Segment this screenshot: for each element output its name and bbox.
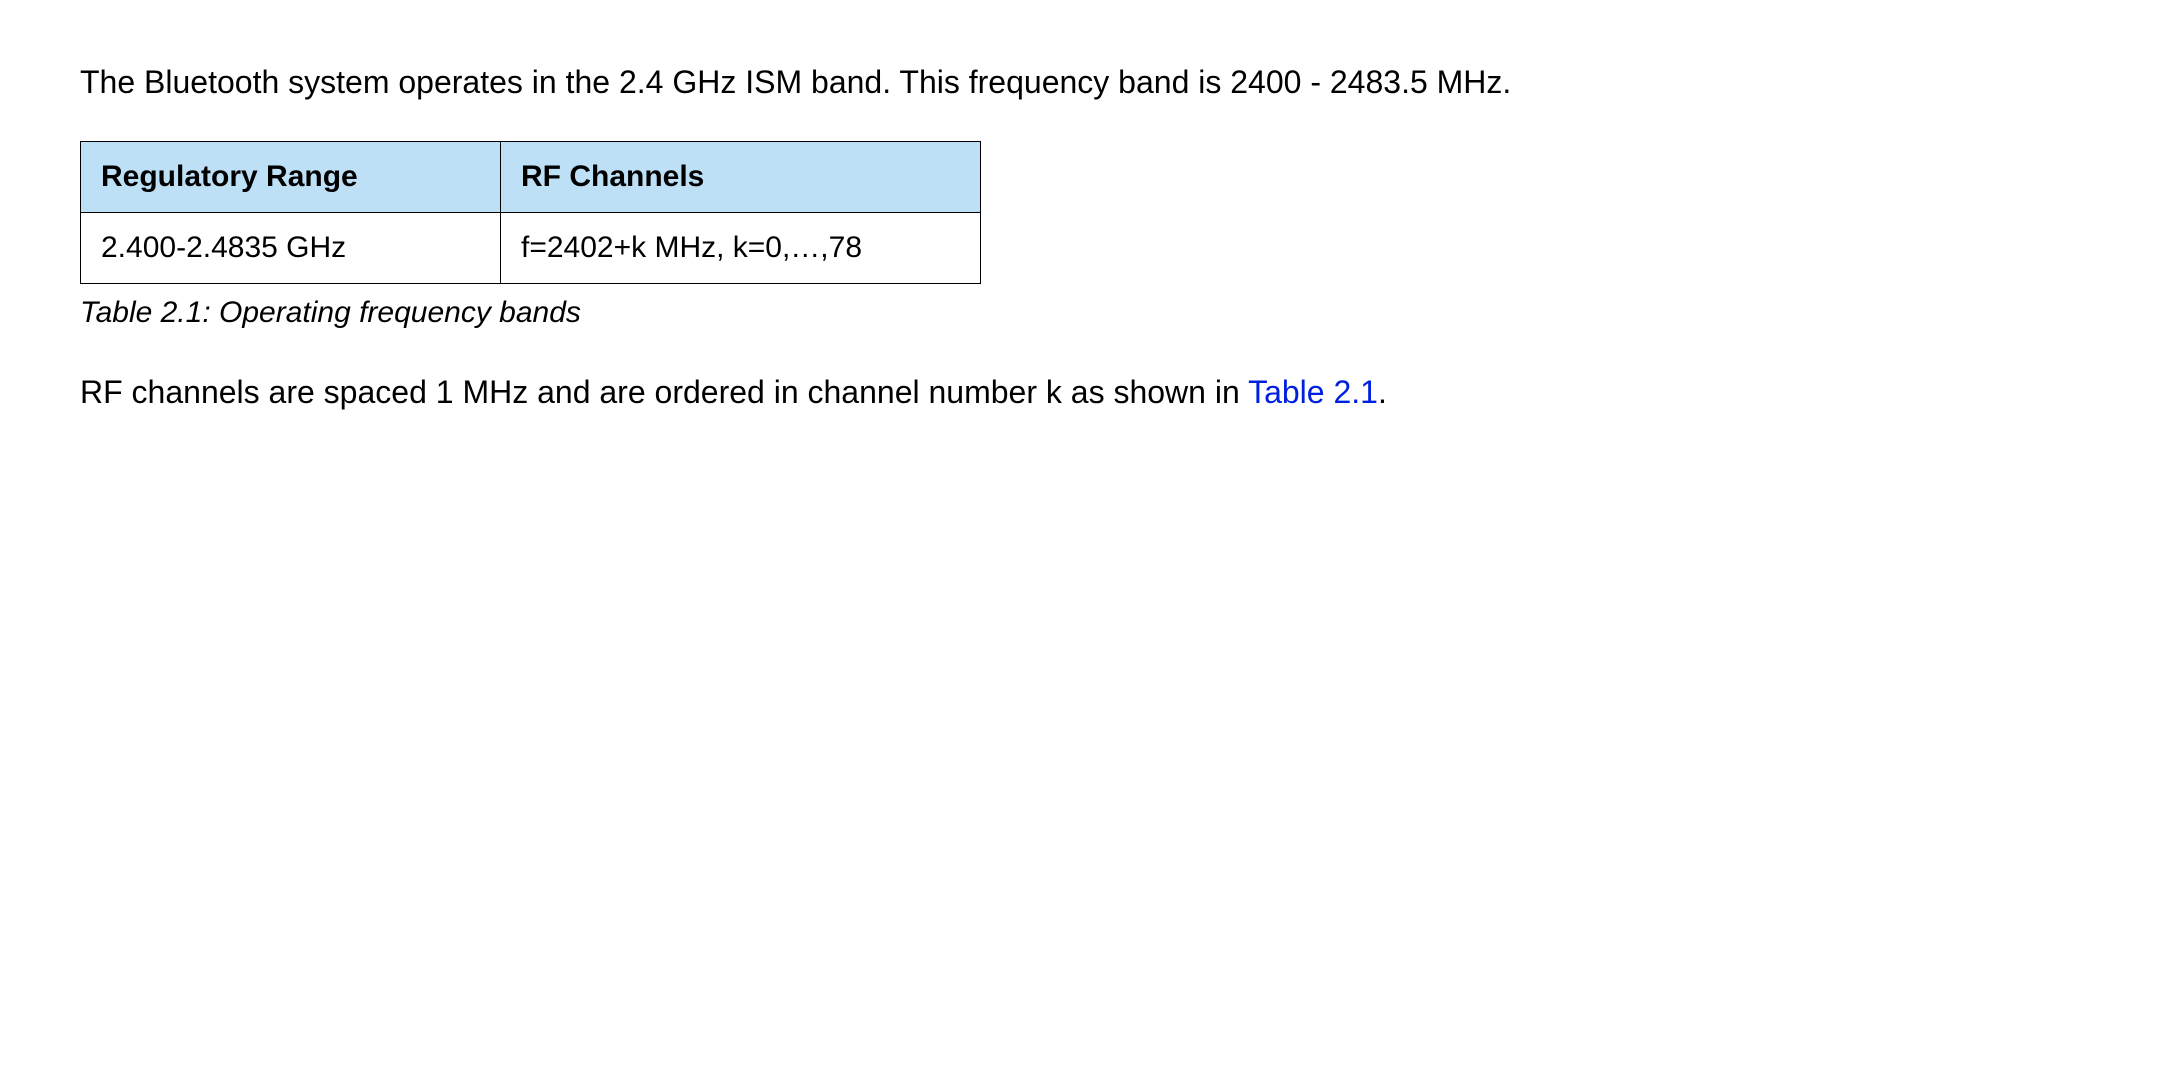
outro-text-suffix: . [1378,374,1387,410]
table-row: 2.400-2.4835 GHz f=2402+k MHz, k=0,…,78 [81,212,981,283]
table-caption: Table 2.1: Operating frequency bands [80,292,2080,334]
table-cell-regulatory-range: 2.400-2.4835 GHz [81,212,501,283]
table-header-rf-channels: RF Channels [501,141,981,212]
intro-paragraph: The Bluetooth system operates in the 2.4… [80,60,2080,105]
table-reference-link[interactable]: Table 2.1 [1248,374,1378,410]
table-cell-rf-channels: f=2402+k MHz, k=0,…,78 [501,212,981,283]
outro-paragraph: RF channels are spaced 1 MHz and are ord… [80,370,2080,415]
frequency-table: Regulatory Range RF Channels 2.400-2.483… [80,141,981,284]
outro-text-prefix: RF channels are spaced 1 MHz and are ord… [80,374,1248,410]
table-header-row: Regulatory Range RF Channels [81,141,981,212]
table-header-regulatory-range: Regulatory Range [81,141,501,212]
